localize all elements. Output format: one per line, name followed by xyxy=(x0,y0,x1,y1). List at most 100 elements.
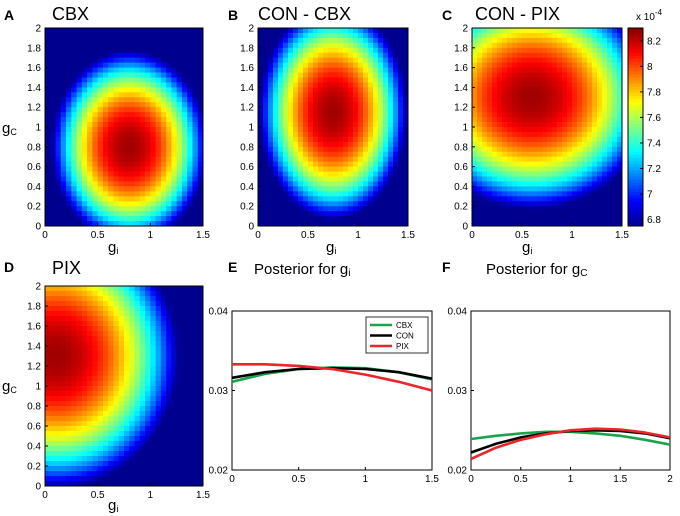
heatmap-cell xyxy=(176,391,183,397)
heatmap-cell xyxy=(92,461,99,467)
heatmap-cell xyxy=(612,146,618,153)
heatmap-cell xyxy=(333,67,339,73)
heatmap-cell xyxy=(328,136,334,143)
heatmap-cell xyxy=(273,156,279,163)
heatmap-cell xyxy=(160,306,167,312)
heatmap-cell xyxy=(612,82,618,88)
heatmap-cell xyxy=(118,441,125,447)
heatmap-cell xyxy=(258,176,264,182)
heatmap-cell xyxy=(155,316,162,322)
heatmap-cell xyxy=(50,52,56,59)
heatmap-cell xyxy=(562,146,568,153)
heatmap-cell xyxy=(197,171,204,177)
heatmap-cell xyxy=(113,166,120,172)
heatmap-cell xyxy=(108,107,114,113)
heatmap-cell xyxy=(497,112,503,118)
heatmap-cell xyxy=(50,451,56,457)
heatmap-cell xyxy=(55,176,62,182)
heatmap-cell xyxy=(81,136,88,143)
heatmap-cell xyxy=(582,206,588,212)
heatmap-cell xyxy=(258,216,264,222)
heatmap-cell xyxy=(512,166,518,172)
heatmap-cell xyxy=(383,37,389,44)
heatmap-cell xyxy=(388,127,394,133)
heatmap-cell xyxy=(363,107,369,113)
heatmap-cell xyxy=(582,191,588,197)
heatmap-cell xyxy=(108,316,114,322)
heatmap-cell xyxy=(71,461,77,467)
x-tick-label: 1.5 xyxy=(615,230,629,241)
heatmap-cell xyxy=(87,446,93,452)
heatmap-cell xyxy=(66,346,72,352)
heatmap-cell xyxy=(87,196,93,202)
heatmap-cell xyxy=(160,57,167,64)
heatmap-cell xyxy=(263,211,269,217)
heatmap-cell xyxy=(333,201,339,207)
heatmap-cell xyxy=(150,32,156,39)
heatmap-cell xyxy=(373,32,379,39)
heatmap-cell xyxy=(572,191,578,197)
heatmap-cell xyxy=(92,102,99,108)
heatmap-cell xyxy=(92,112,99,118)
heatmap-cell xyxy=(176,191,183,197)
heatmap-cell xyxy=(55,291,62,297)
heatmap-cell xyxy=(278,112,284,118)
heatmap-cell xyxy=(313,52,319,59)
heatmap-cell xyxy=(45,186,51,192)
heatmap-cell xyxy=(313,191,319,197)
heatmap-cell xyxy=(160,216,167,222)
heatmap-cell xyxy=(542,136,548,143)
heatmap-cell xyxy=(273,211,279,217)
heatmap-cell xyxy=(197,206,204,212)
heatmap-cell xyxy=(87,406,93,412)
heatmap-cell xyxy=(197,371,204,377)
heatmap-cell xyxy=(50,306,56,312)
heatmap-cell xyxy=(55,161,62,167)
heatmap-cell xyxy=(512,186,518,192)
heatmap-cell xyxy=(378,131,384,138)
heatmap-cell xyxy=(487,171,493,177)
heatmap-cell xyxy=(592,28,598,34)
heatmap-cell xyxy=(482,221,488,227)
heatmap-cell xyxy=(358,191,364,197)
heatmap-cell xyxy=(487,151,493,158)
heatmap-cell xyxy=(124,191,130,197)
heatmap-cell xyxy=(181,211,188,217)
heatmap-cell xyxy=(323,156,329,163)
heatmap-cell xyxy=(268,112,274,118)
heatmap-cell xyxy=(150,87,156,93)
heatmap-cell xyxy=(166,446,172,452)
heatmap-cell xyxy=(258,166,264,172)
heatmap-cell xyxy=(398,87,404,93)
heatmap-cell xyxy=(547,32,553,39)
heatmap-cell xyxy=(353,186,359,192)
heatmap-cell xyxy=(102,201,109,207)
heatmap-cell xyxy=(71,57,77,64)
heatmap-cell xyxy=(97,341,104,347)
heatmap-cell xyxy=(328,67,334,73)
heatmap-cell xyxy=(108,346,114,352)
heatmap-cell xyxy=(66,171,72,177)
heatmap-cell xyxy=(373,77,379,83)
heatmap-cell xyxy=(552,67,558,73)
heatmap-cell xyxy=(323,28,329,34)
heatmap-cell xyxy=(87,92,93,98)
heatmap-cell xyxy=(368,82,374,88)
heatmap-cell xyxy=(562,28,568,34)
heatmap-cell xyxy=(393,82,399,88)
heatmap-cell xyxy=(171,336,178,342)
heatmap-cell xyxy=(60,107,67,113)
heatmap-cell xyxy=(572,211,578,217)
heatmap-cell xyxy=(288,72,294,78)
colorbar-swatch xyxy=(628,86,643,91)
heatmap-cell xyxy=(108,426,114,432)
heatmap-cell xyxy=(517,181,523,187)
heatmap-cell xyxy=(338,77,344,83)
heatmap-cell xyxy=(118,107,125,113)
heatmap-cell xyxy=(55,436,62,442)
heatmap-cell xyxy=(318,216,324,222)
heatmap-cell xyxy=(197,401,204,407)
heatmap-cell xyxy=(298,127,304,133)
heatmap-cell xyxy=(527,221,533,227)
